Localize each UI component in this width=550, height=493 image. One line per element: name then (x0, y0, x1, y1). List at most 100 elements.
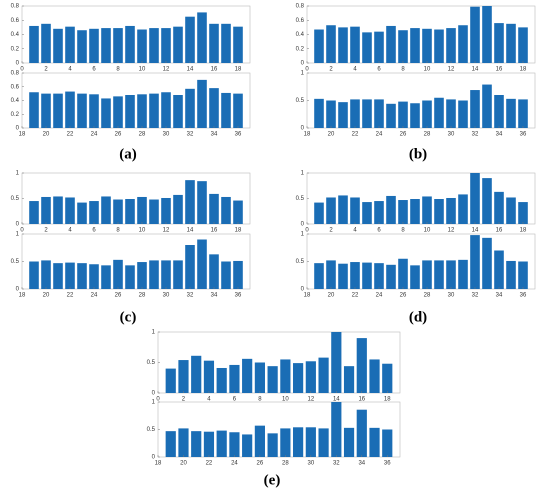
y-tick-label: 0 (152, 455, 156, 461)
x-tick-label: 18 (235, 228, 242, 234)
x-tick-label: 36 (235, 293, 242, 299)
x-tick-label: 30 (448, 132, 455, 138)
bar (216, 367, 227, 393)
bar (149, 199, 159, 224)
x-tick-label: 22 (352, 293, 359, 299)
bar (203, 431, 215, 457)
bar (314, 202, 324, 224)
bar (89, 201, 99, 224)
y-tick-label: 0 (301, 222, 305, 228)
y-tick-label: 1 (16, 232, 20, 238)
y-tick-label: 1 (16, 171, 20, 177)
bar (221, 196, 231, 224)
bar (410, 265, 420, 289)
bar (314, 263, 324, 289)
x-tick-label: 6 (92, 228, 96, 234)
y-tick-label: 0.6 (11, 84, 20, 90)
bar (482, 237, 492, 289)
x-tick-label: 30 (448, 293, 455, 299)
bar (173, 95, 183, 128)
bar (161, 28, 171, 63)
x-tick-label: 0 (156, 397, 160, 403)
bar (369, 427, 380, 457)
bar (185, 16, 195, 63)
bar (185, 180, 195, 224)
y-tick-label: 0 (16, 126, 20, 132)
y-tick-label: 0.6 (11, 18, 20, 24)
bar (149, 260, 159, 289)
y-tick-label: 0 (301, 61, 305, 67)
bar (458, 100, 468, 128)
bar (29, 261, 39, 289)
bar (209, 193, 219, 224)
x-tick-label: 8 (116, 228, 120, 234)
bar (137, 94, 147, 128)
bar (29, 201, 39, 224)
x-tick-label: 32 (187, 293, 194, 299)
bar (343, 366, 355, 393)
bar (149, 93, 159, 128)
bar (229, 432, 240, 457)
bar (113, 259, 123, 289)
x-tick-label: 14 (187, 67, 194, 73)
y-tick-label: 1 (301, 232, 305, 238)
bar (233, 260, 243, 289)
bar (161, 260, 171, 289)
x-tick-label: 34 (358, 461, 365, 467)
bar (209, 23, 219, 63)
bar (518, 27, 528, 63)
bar (221, 261, 231, 289)
bar (350, 197, 360, 224)
y-tick-label: 0.4 (11, 98, 20, 104)
bar (233, 26, 243, 64)
x-tick-label: 22 (67, 132, 74, 138)
x-tick-label: 2 (44, 67, 48, 73)
bar (41, 260, 51, 289)
bar (326, 197, 336, 224)
bar (386, 264, 396, 289)
x-tick-label: 34 (496, 132, 503, 138)
x-tick-label: 14 (333, 397, 340, 403)
bar (29, 92, 39, 128)
x-tick-label: 28 (139, 132, 146, 138)
bar (382, 429, 393, 457)
x-tick-label: 30 (163, 293, 170, 299)
bar (318, 357, 329, 393)
x-tick-label: 32 (472, 293, 479, 299)
bar (446, 28, 456, 63)
y-tick-label: 0 (301, 126, 305, 132)
x-tick-label: 24 (376, 293, 383, 299)
panel-label: (b) (409, 146, 427, 162)
y-tick-label: 0.5 (147, 427, 156, 433)
x-tick-label: 12 (163, 228, 170, 234)
x-tick-label: 10 (424, 228, 431, 234)
x-tick-label: 16 (211, 228, 218, 234)
x-tick-label: 12 (307, 397, 314, 403)
x-tick-label: 24 (91, 293, 98, 299)
bar (518, 99, 528, 128)
x-tick-label: 36 (235, 132, 242, 138)
bar (65, 197, 75, 224)
x-tick-label: 18 (304, 132, 311, 138)
x-tick-label: 18 (19, 132, 26, 138)
bar (494, 191, 504, 224)
x-tick-label: 8 (401, 228, 405, 234)
bar (343, 427, 355, 457)
bar (326, 25, 336, 63)
bar (229, 364, 240, 393)
bar (470, 173, 480, 224)
bar (350, 99, 360, 128)
x-tick-label: 32 (472, 132, 479, 138)
bar (53, 263, 63, 289)
bar (113, 199, 123, 224)
bar (494, 95, 504, 128)
x-tick-label: 34 (211, 132, 218, 138)
bar (165, 431, 176, 457)
bar (356, 409, 367, 457)
x-tick-label: 0 (20, 228, 24, 234)
bar (191, 431, 202, 457)
bar (434, 29, 444, 63)
x-tick-label: 20 (328, 132, 335, 138)
x-tick-label: 6 (92, 67, 96, 73)
